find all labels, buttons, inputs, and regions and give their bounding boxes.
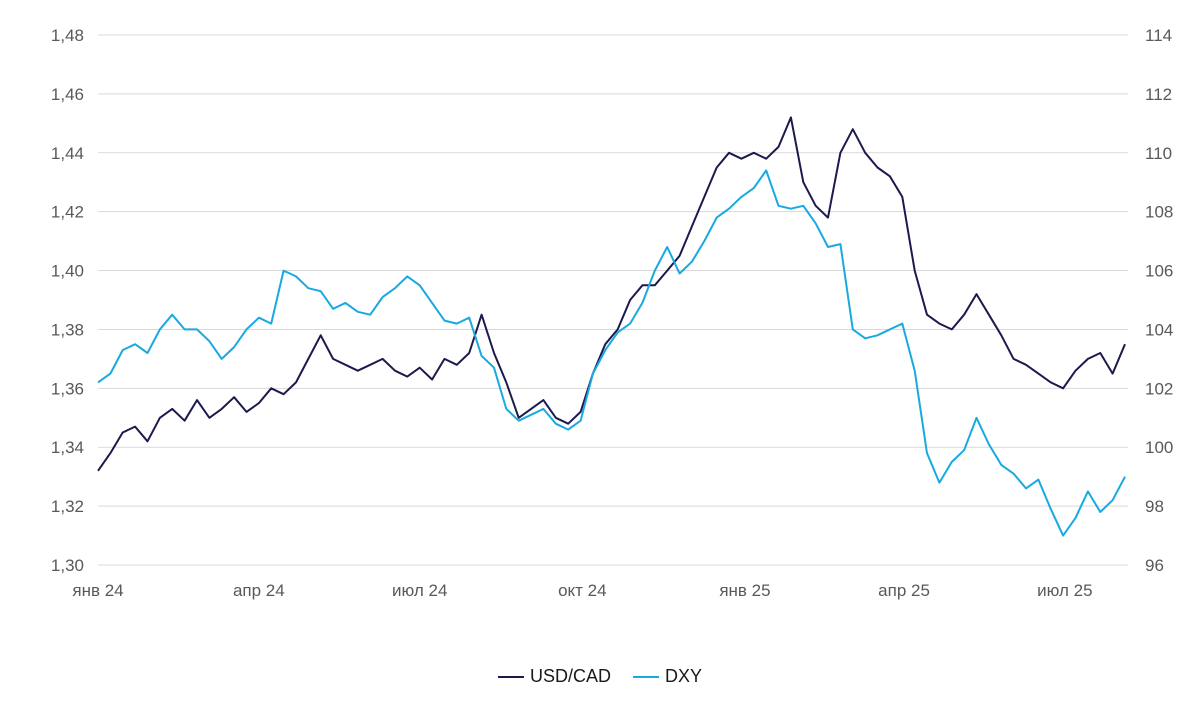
- y-right-tick-label: 96: [1145, 556, 1164, 575]
- left-axis-ticks: 1,30 1,32 1,34 1,36 1,38 1,40 1,42 1,44 1,46 1,48: [51, 26, 84, 575]
- series-line-dxy: [97, 169, 1126, 537]
- y-left-tick-label: 1,38: [51, 320, 84, 339]
- y-left-tick-label: 1,42: [51, 203, 84, 222]
- legend-item-usdcad: USD/CAD: [497, 666, 611, 687]
- y-left-tick-label: 1,30: [51, 556, 84, 575]
- y-right-tick-label: 112: [1145, 85, 1172, 104]
- legend-label-dxy: DXY: [665, 666, 703, 686]
- legend: USD/CAD DXY: [0, 666, 1200, 687]
- y-right-tick-label: 114: [1145, 26, 1172, 45]
- gridlines: [98, 34, 1128, 566]
- right-axis-ticks: 96 98 100 102 104 106 108 110 112 114: [1145, 26, 1173, 575]
- legend-label-usdcad: USD/CAD: [529, 666, 611, 686]
- legend-swatch-usdcad: [497, 675, 524, 678]
- x-tick-label: окт 24: [558, 581, 607, 600]
- y-left-tick-label: 1,34: [51, 438, 84, 457]
- x-tick-label: июл 25: [1037, 581, 1092, 600]
- legend-swatch-dxy: [633, 675, 659, 678]
- y-right-tick-label: 102: [1145, 379, 1173, 398]
- y-right-tick-label: 106: [1145, 262, 1173, 281]
- legend-item-dxy: DXY: [633, 666, 702, 687]
- y-right-tick-label: 110: [1145, 144, 1172, 163]
- line-chart: 1,30 1,32 1,34 1,36 1,38 1,40 1,42 1,44 1,46 1,48…: [51, 26, 1173, 600]
- y-left-tick-label: 1,32: [51, 497, 84, 516]
- y-left-tick-label: 1,36: [51, 379, 84, 398]
- series-lines: [97, 116, 1126, 537]
- x-axis-ticks: янв 24 апр 24 июл 24 окт 24 янв 25 апр 25 июл …: [72, 581, 1092, 600]
- y-right-tick-label: 104: [1145, 320, 1173, 339]
- series-line-usd-cad: [97, 116, 1126, 472]
- y-left-tick-label: 1,44: [51, 144, 84, 163]
- x-tick-label: апр 25: [878, 581, 930, 600]
- y-right-tick-label: 98: [1145, 497, 1164, 516]
- y-left-tick-label: 1,40: [51, 262, 84, 281]
- y-left-tick-label: 1,46: [51, 85, 84, 104]
- y-right-tick-label: 100: [1145, 438, 1173, 457]
- x-tick-label: июл 24: [392, 581, 447, 600]
- y-left-tick-label: 1,48: [51, 26, 84, 45]
- x-tick-label: янв 25: [719, 581, 770, 600]
- x-tick-label: апр 24: [233, 581, 285, 600]
- y-right-tick-label: 108: [1145, 203, 1173, 222]
- x-tick-label: янв 24: [72, 581, 123, 600]
